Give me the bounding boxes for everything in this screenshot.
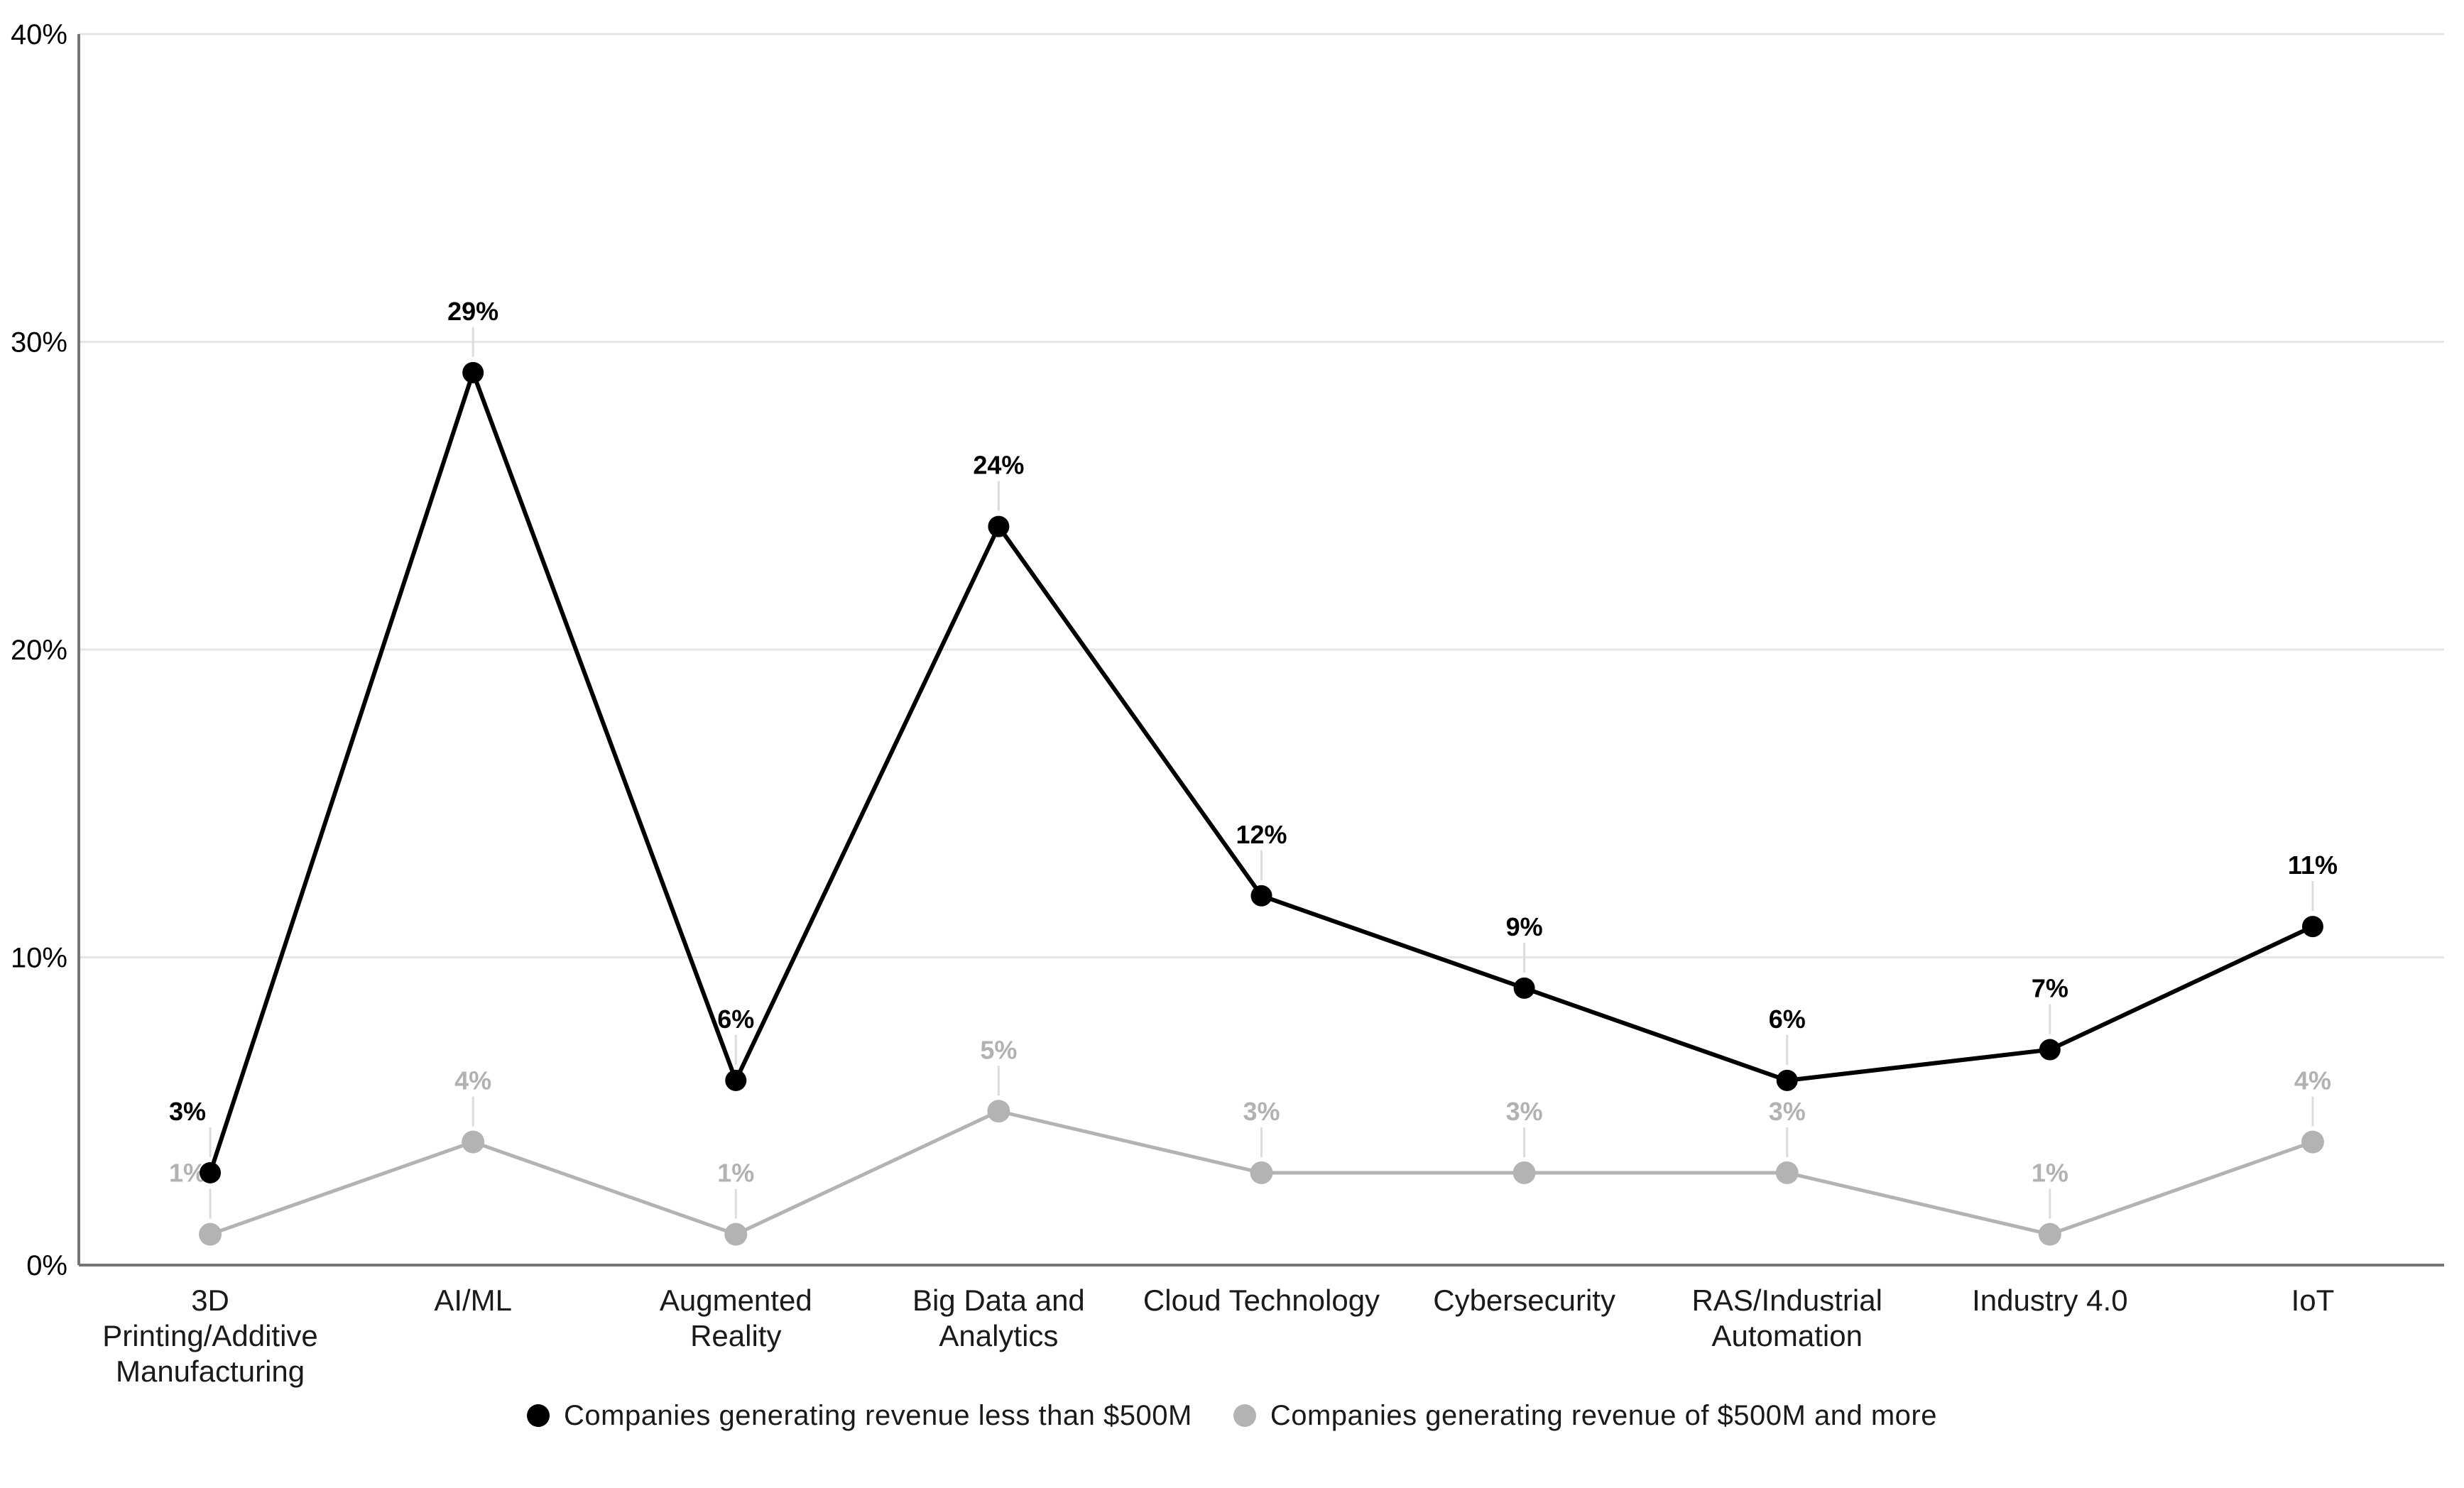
chart-legend: Companies generating revenue less than $… [0, 1386, 2464, 1445]
x-axis-category-label: 3D Printing/Additive Manufacturing [102, 1284, 318, 1388]
x-axis-category-label: Cybersecurity [1433, 1284, 1615, 1317]
data-point-marker [2038, 1222, 2061, 1246]
data-point-marker [1250, 885, 1272, 907]
x-axis-category-label: RAS/Industrial Automation [1691, 1284, 1882, 1352]
data-point-label: 1% [2032, 1159, 2068, 1188]
data-point-label: 12% [1236, 820, 1287, 849]
data-point-marker [987, 1100, 1010, 1123]
data-point-marker [988, 515, 1010, 537]
data-point-label: 4% [2294, 1066, 2331, 1095]
data-point-marker [462, 1130, 485, 1154]
x-axis-category-label: AI/ML [434, 1284, 512, 1317]
data-point-marker [462, 361, 484, 383]
data-point-marker [1775, 1161, 1799, 1184]
y-axis-tick-label: 10% [11, 943, 67, 974]
x-axis-category-label: Augmented Reality [660, 1284, 812, 1352]
data-point-label: 5% [980, 1035, 1017, 1064]
legend-marker-black-dot-icon [527, 1404, 550, 1427]
data-point-marker [199, 1222, 222, 1246]
x-axis-category-label: Big Data and Analytics [912, 1284, 1085, 1352]
data-point-marker [2301, 1130, 2324, 1154]
data-point-label: 3% [1506, 1097, 1543, 1126]
data-point-marker [1513, 977, 1535, 999]
legend-label-less-than-500m: Companies generating revenue less than $… [564, 1399, 1192, 1431]
data-point-label: 11% [2288, 850, 2338, 880]
data-point-marker [724, 1222, 748, 1246]
y-axis-tick-label: 20% [11, 635, 67, 666]
data-point-label: 4% [454, 1066, 491, 1095]
data-point-label: 1% [717, 1159, 754, 1188]
y-axis-tick-label: 40% [11, 19, 67, 50]
data-point-marker [1776, 1069, 1798, 1091]
legend-item-500m-and-more: Companies generating revenue of $500M an… [1233, 1400, 1937, 1432]
data-point-label: 6% [717, 1005, 754, 1034]
legend-item-less-than-500m: Companies generating revenue less than $… [527, 1400, 1192, 1432]
data-point-label: 7% [2032, 974, 2068, 1003]
data-point-label: 29% [447, 297, 498, 326]
data-point-label: 3% [1243, 1097, 1280, 1126]
legend-marker-gray-dot-icon [1233, 1404, 1256, 1427]
data-point-label: 24% [973, 451, 1024, 480]
data-point-marker [2039, 1039, 2061, 1061]
data-point-label: 6% [1769, 1005, 1806, 1034]
x-axis-category-label: Cloud Technology [1143, 1284, 1380, 1317]
series-line-0 [208, 370, 2315, 1175]
data-point-marker [200, 1161, 222, 1183]
x-axis-category-label: IoT [2291, 1284, 2335, 1317]
legend-label-500m-and-more: Companies generating revenue of $500M an… [1270, 1399, 1937, 1431]
y-axis-tick-label: 30% [11, 327, 67, 359]
y-axis-tick-label: 0% [26, 1250, 67, 1281]
data-point-label: 3% [169, 1097, 206, 1126]
data-point-marker [725, 1069, 747, 1091]
x-axis-category-label: Industry 4.0 [1972, 1284, 2127, 1317]
data-point-marker [2301, 916, 2323, 938]
data-point-marker [1512, 1161, 1536, 1184]
data-point-label: 9% [1506, 912, 1543, 941]
data-point-label: 3% [1769, 1097, 1806, 1126]
data-point-marker [1250, 1161, 1273, 1184]
